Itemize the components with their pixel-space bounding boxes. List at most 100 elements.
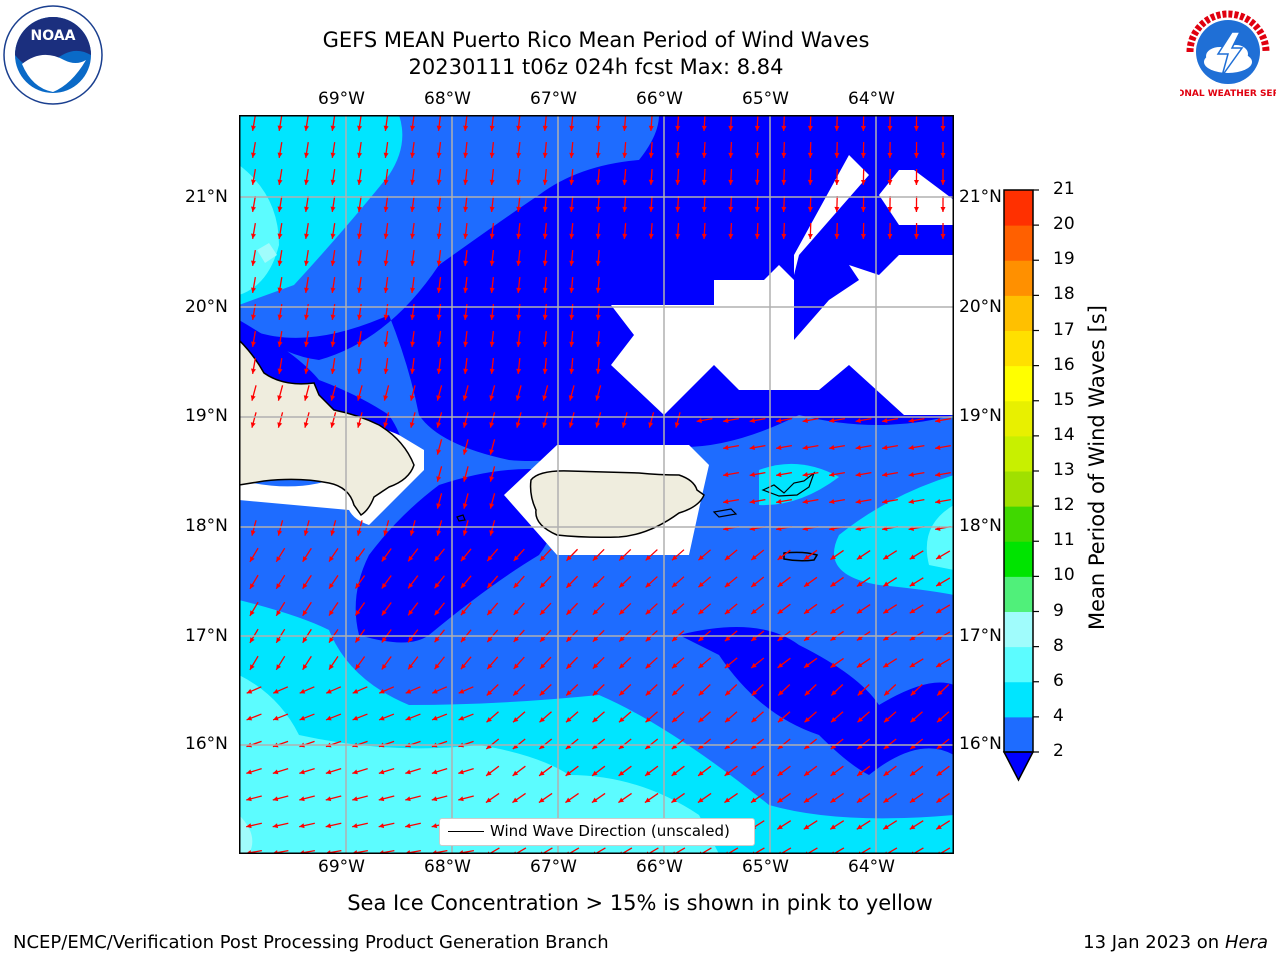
wind-wave-arrow: [938, 847, 951, 854]
wind-wave-arrow-head: [329, 610, 334, 616]
wind-wave-arrow-head: [463, 179, 469, 185]
wind-wave-arrow-head: [512, 770, 519, 776]
wind-wave-arrow-head: [913, 179, 919, 185]
wind-wave-arrow-head: [883, 581, 889, 587]
puerto-rico-land: [529, 470, 705, 538]
wind-wave-arrow-head: [357, 206, 363, 212]
colorbar-tick-label: 10: [1053, 565, 1075, 586]
wind-wave-arrow-head: [725, 717, 731, 723]
wind-wave-arrow-head: [834, 179, 840, 185]
wind-wave-arrow-head: [857, 690, 864, 696]
wind-wave-arrow-head: [804, 690, 811, 696]
wind-wave-arrow-head: [250, 395, 256, 401]
wind-wave-arrow-head: [432, 688, 438, 694]
wind-wave-arrow-head: [410, 125, 416, 131]
wind-wave-arrow-head: [882, 445, 888, 450]
wind-wave-arrow-head: [304, 233, 309, 239]
wind-wave-arrow-head: [304, 287, 309, 293]
wind-wave-arrow-head: [489, 449, 495, 455]
colorbar-segment: [1004, 576, 1033, 612]
wind-wave-arrow-head: [277, 179, 283, 185]
wind-wave-arrow-head: [277, 422, 283, 428]
wind-wave-arrow-head: [542, 368, 548, 374]
wind-wave-arrow-head: [405, 796, 411, 802]
wind-wave-arrow-head: [434, 663, 440, 670]
wind-wave-arrow-head: [913, 233, 919, 239]
wind-wave-arrow-head: [513, 717, 519, 723]
wind-wave-arrow-head: [486, 717, 492, 723]
wind-wave-arrow-head: [749, 499, 755, 504]
wind-wave-arrow-head: [512, 797, 518, 803]
wind-wave-arrow-head: [489, 233, 495, 239]
wind-wave-arrow-head: [436, 476, 442, 482]
wind-wave-arrow-head: [513, 609, 519, 615]
wind-wave-arrow-head: [436, 260, 442, 266]
wind-wave-arrow-head: [299, 796, 305, 802]
wind-wave-arrow-head: [802, 445, 808, 450]
wind-wave-arrow-head: [595, 206, 601, 212]
wind-wave-arrow-head: [460, 636, 467, 643]
wind-wave-arrow-head: [325, 796, 332, 802]
wind-wave-arrow-head: [829, 445, 835, 450]
wind-wave-arrow-head: [357, 233, 363, 239]
wind-wave-arrow-head: [357, 260, 363, 266]
wind-wave-arrow-head: [273, 688, 279, 694]
wind-wave-arrow-head: [672, 717, 678, 723]
wind-wave-arrow-head: [277, 368, 283, 374]
wind-wave-arrow-head: [883, 635, 889, 641]
wind-wave-arrow-head: [249, 664, 255, 670]
band-lt2-southeast: [679, 627, 954, 775]
wind-wave-arrow-head: [884, 717, 890, 723]
wind-wave-arrow-head: [249, 610, 255, 616]
colorbar-tick-label: 8: [1053, 635, 1064, 656]
wind-wave-arrow-head: [592, 582, 599, 588]
wind-wave-arrow-head: [675, 233, 681, 239]
wind-wave-arrow-head: [357, 152, 363, 158]
wind-wave-arrow-head: [250, 422, 256, 428]
wind-wave-arrow-head: [645, 770, 651, 776]
wind-wave-arrow-head: [671, 797, 677, 803]
wind-wave-arrow-head: [410, 341, 416, 347]
wind-wave-arrow-head: [887, 206, 893, 212]
wind-wave-arrow-head: [884, 690, 890, 696]
wind-wave-arrow-head: [619, 636, 625, 642]
wind-wave-arrow-head: [648, 179, 654, 185]
wind-wave-arrow-head: [325, 769, 332, 775]
wind-wave-arrow-head: [724, 581, 731, 588]
wind-wave-arrow-head: [674, 422, 680, 428]
wind-wave-arrow-head: [542, 152, 548, 158]
wind-wave-arrow-head: [619, 717, 625, 723]
wind-wave-arrow-head: [936, 554, 942, 560]
wind-wave-arrow-head: [804, 635, 810, 641]
wind-wave-arrow-head: [857, 770, 863, 776]
wind-wave-arrow-head: [781, 179, 787, 185]
wind-wave-arrow-head: [701, 233, 707, 239]
wind-wave-arrow-head: [940, 206, 946, 212]
wind-wave-arrow-head: [330, 179, 336, 185]
lon-label-bottom: 68°W: [424, 857, 471, 877]
wind-wave-arrow-head: [436, 341, 442, 347]
mask-northeast: [611, 255, 954, 415]
wind-wave-arrow-head: [909, 554, 916, 560]
colorbar-tick-label: 15: [1053, 389, 1075, 410]
wind-wave-arrow-head: [489, 152, 495, 158]
wind-wave-arrow: [805, 847, 818, 854]
wind-wave-arrow-head: [807, 233, 813, 239]
legend-label: Wind Wave Direction (unscaled): [490, 822, 730, 840]
wind-wave-arrow-head: [910, 717, 916, 723]
wind-wave-arrow-head: [672, 636, 678, 642]
wind-wave-arrow-head: [751, 690, 758, 696]
wind-wave-arrow-head: [883, 662, 889, 668]
wind-wave-arrow-head: [434, 555, 440, 562]
lon-label-bottom: 65°W: [742, 857, 789, 877]
wind-wave-arrow-head: [855, 499, 861, 504]
wind-wave-arrow-head: [432, 715, 438, 721]
wind-wave-arrow-head: [672, 663, 678, 669]
wind-wave-arrow-head: [436, 314, 442, 320]
wind-wave-arrow-head: [913, 152, 919, 158]
wind-wave-arrow-head: [569, 341, 575, 347]
wind-wave-arrow-head: [883, 797, 889, 803]
wind-wave-arrow-head: [409, 422, 415, 428]
wind-wave-arrow-head: [330, 287, 336, 293]
wind-wave-arrow-head: [913, 125, 919, 131]
